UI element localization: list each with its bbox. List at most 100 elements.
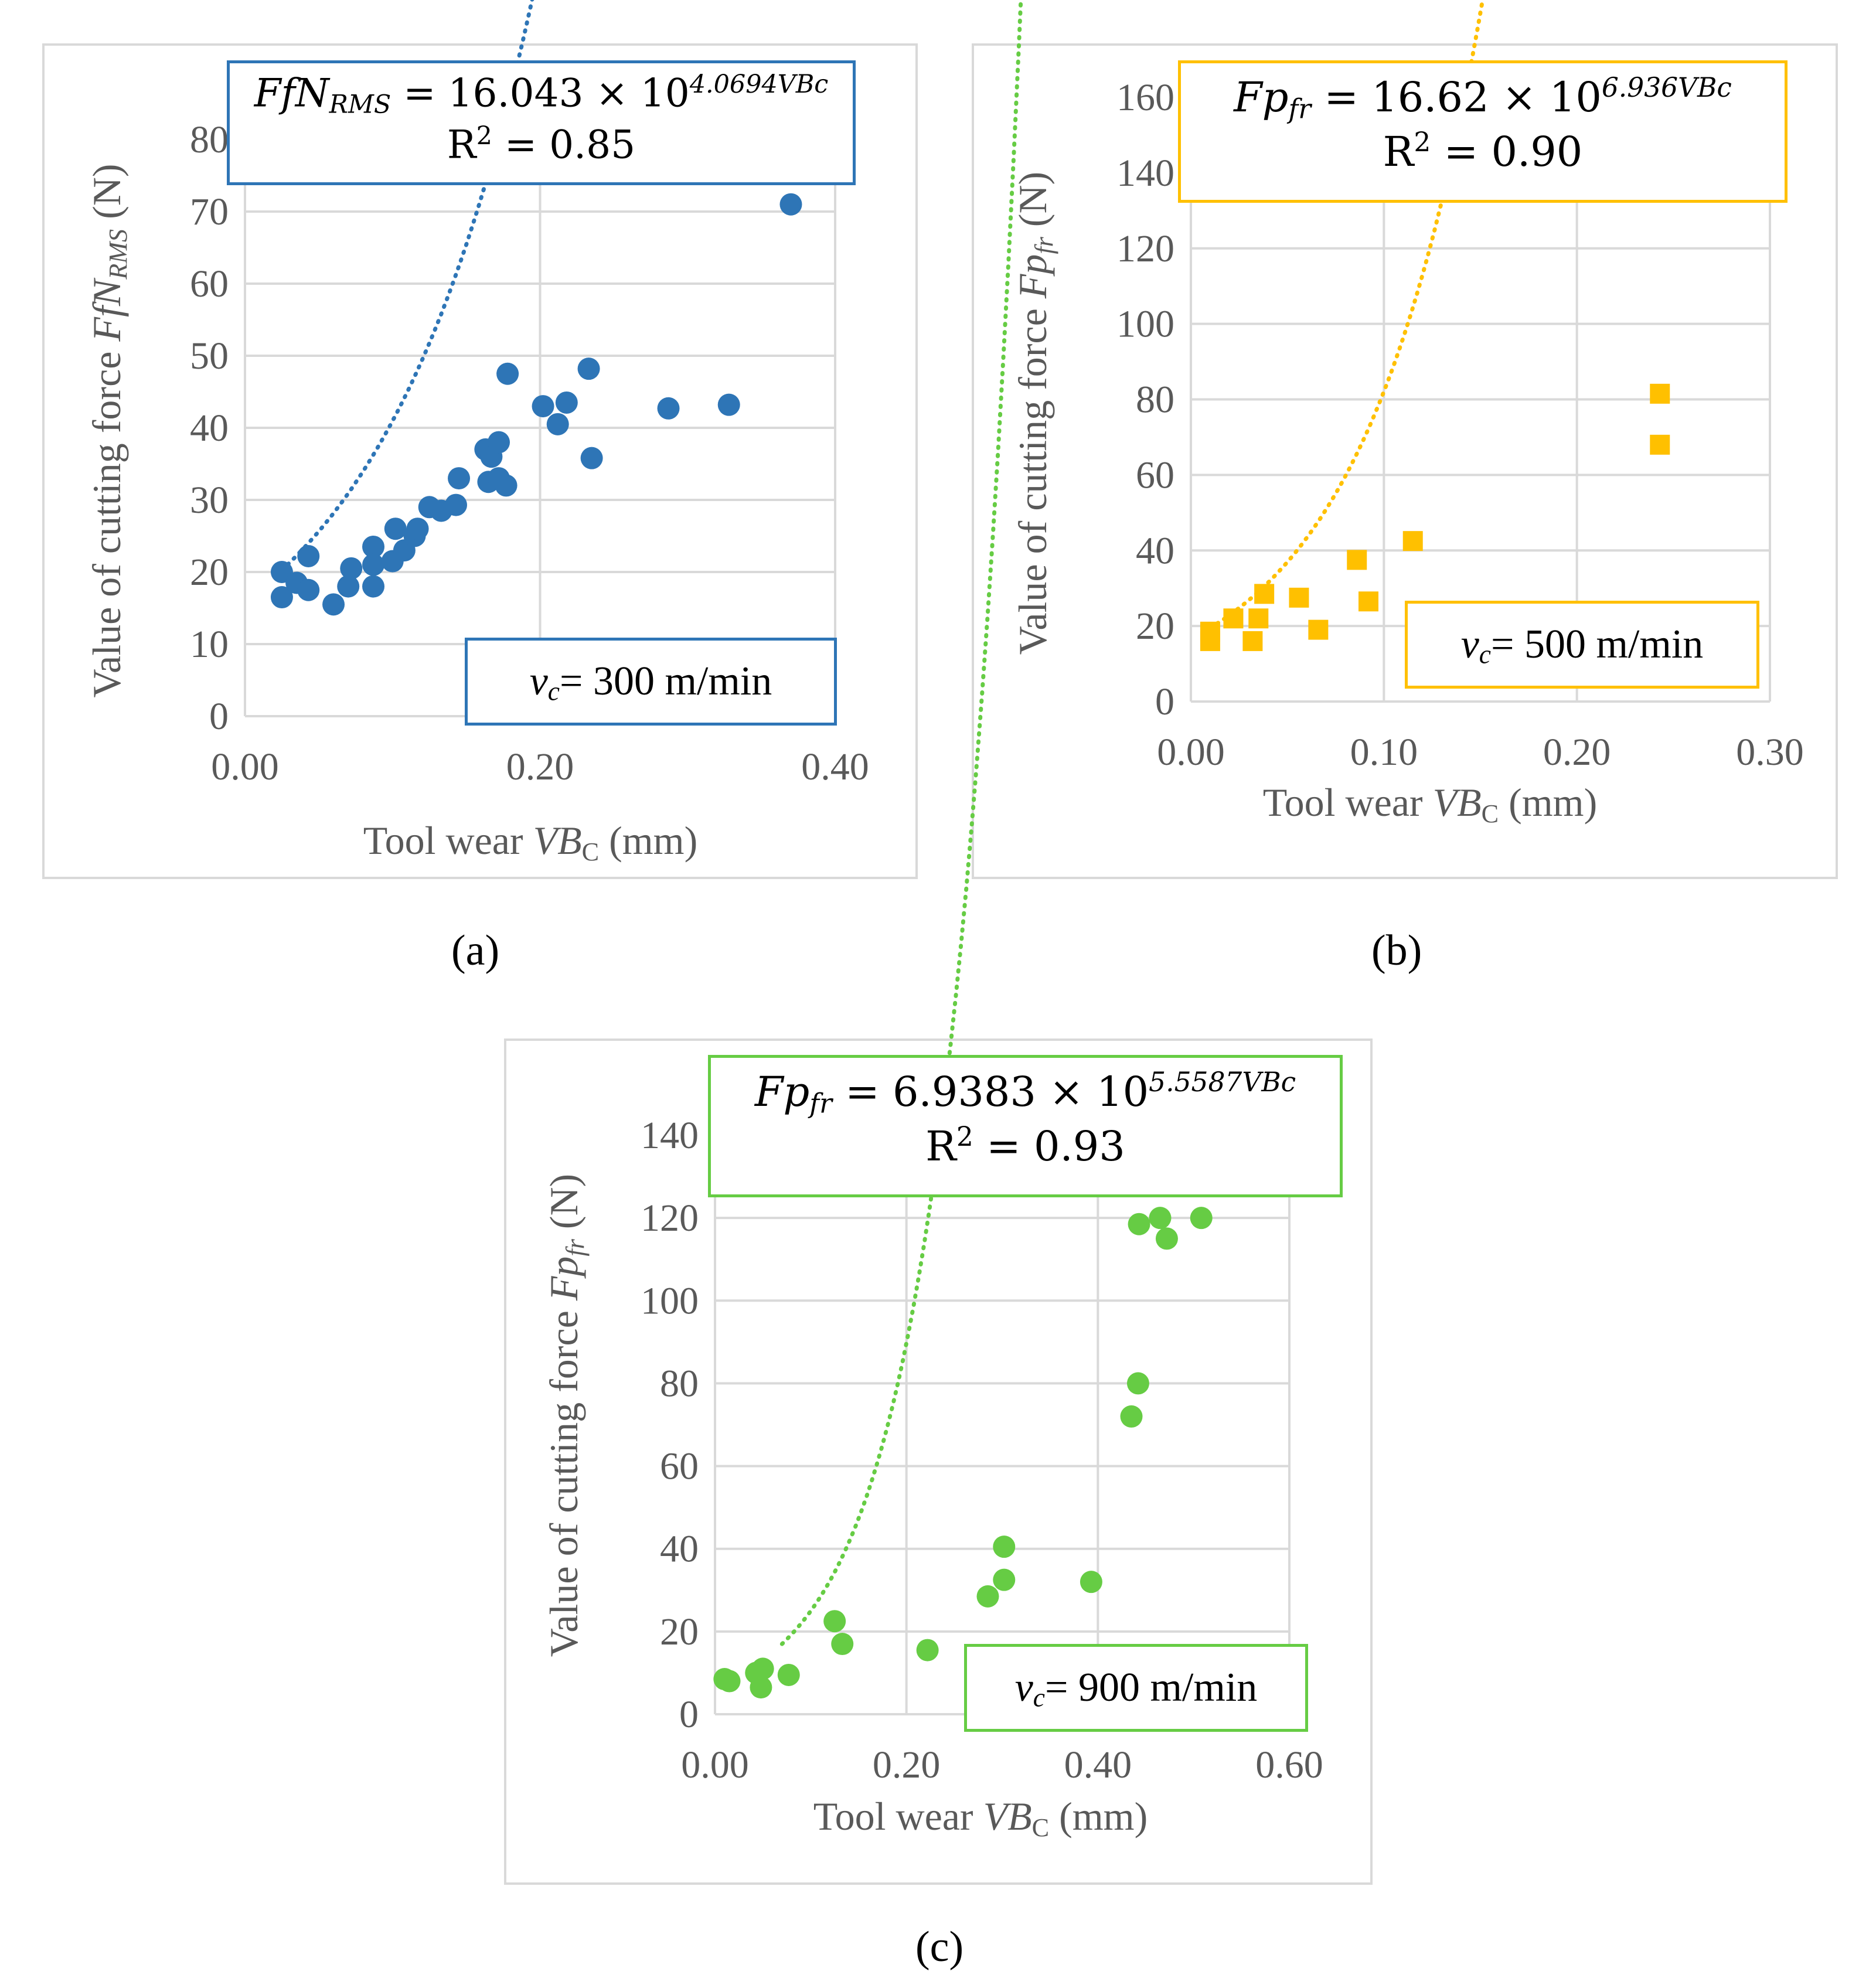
data-point <box>580 447 603 469</box>
data-point <box>406 517 429 540</box>
x-tick-label: 0.10 <box>1350 731 1418 774</box>
y-tick-label: 100 <box>1116 303 1174 346</box>
data-point <box>779 193 802 216</box>
data-point <box>495 474 517 497</box>
data-point <box>1223 608 1244 629</box>
chart-b-xlabel: Tool wear VBC (mm) <box>1262 780 1598 829</box>
y-tick-label: 140 <box>641 1114 699 1157</box>
y-tick-label: 0 <box>679 1693 699 1736</box>
data-point <box>496 362 519 385</box>
data-point <box>488 431 510 454</box>
x-tick-label: 0.60 <box>1255 1744 1323 1786</box>
data-point <box>1149 1207 1172 1230</box>
data-point <box>1650 434 1670 455</box>
chart-a-speed-label: v c = 300 m/min <box>465 638 837 726</box>
data-point <box>297 544 320 567</box>
y-tick-label: 20 <box>1136 605 1174 648</box>
data-point <box>1308 619 1329 640</box>
x-tick-label: 0.00 <box>681 1744 749 1786</box>
data-point <box>1128 1213 1150 1235</box>
data-point <box>1155 1227 1178 1250</box>
x-tick-label: 0.20 <box>506 745 574 788</box>
trendline <box>779 0 1023 1646</box>
x-tick-label: 0.20 <box>1543 731 1611 774</box>
y-tick-label: 80 <box>660 1362 699 1405</box>
chart-a-equation: FfNRMS = 16.043 × 104.0694VBc R2 = 0.85 <box>227 60 856 185</box>
data-point <box>1358 591 1378 612</box>
x-tick-label: 0.20 <box>873 1744 941 1786</box>
data-point <box>717 393 740 416</box>
data-point <box>831 1633 854 1656</box>
chart-c-caption: (c) <box>915 1923 964 1971</box>
x-tick-label: 0.40 <box>1064 1744 1132 1786</box>
y-tick-label: 40 <box>660 1528 699 1571</box>
data-point <box>718 1670 741 1693</box>
data-point <box>448 467 471 490</box>
y-tick-label: 0 <box>1155 680 1174 723</box>
data-point <box>1254 584 1275 604</box>
data-point <box>1289 587 1309 608</box>
y-tick-label: 30 <box>190 479 229 522</box>
y-tick-label: 140 <box>1116 152 1174 195</box>
x-tick-label: 0.00 <box>211 745 279 788</box>
data-point <box>1242 631 1263 651</box>
y-tick-label: 60 <box>1136 454 1174 496</box>
x-tick-label: 0.30 <box>1736 731 1804 774</box>
y-tick-label: 20 <box>190 551 229 594</box>
data-point <box>916 1639 939 1661</box>
data-point <box>976 1585 999 1608</box>
chart-c-xlabel: Tool wear VBC (mm) <box>813 1794 1148 1843</box>
y-tick-label: 160 <box>1116 76 1174 119</box>
y-tick-label: 40 <box>190 407 229 450</box>
y-tick-label: 40 <box>1136 529 1174 572</box>
data-point <box>384 517 407 540</box>
data-point <box>555 391 578 414</box>
chart-b-equation: Fpfr = 16.62 × 106.936VBc R2 = 0.90 <box>1178 60 1788 203</box>
chart-a-caption: (a) <box>451 927 500 975</box>
y-tick-label: 10 <box>190 623 229 666</box>
data-point <box>297 578 320 601</box>
chart-a-xlabel: Tool wear VBC (mm) <box>363 818 698 867</box>
data-point <box>777 1663 800 1686</box>
data-point <box>1347 550 1367 570</box>
y-tick-label: 60 <box>660 1445 699 1488</box>
data-point <box>362 553 385 576</box>
y-tick-label: 60 <box>190 263 229 305</box>
y-tick-label: 50 <box>190 335 229 377</box>
data-point <box>322 593 345 616</box>
x-tick-label: 0.00 <box>1157 731 1225 774</box>
x-tick-label: 0.40 <box>801 745 869 788</box>
y-tick-label: 20 <box>660 1611 699 1653</box>
data-point <box>1190 1207 1213 1230</box>
data-point <box>750 1676 772 1699</box>
data-point <box>1248 608 1269 629</box>
chart-b-caption: (b) <box>1371 927 1422 975</box>
data-point <box>993 1535 1016 1558</box>
data-point <box>1650 383 1670 404</box>
data-point <box>362 575 385 598</box>
data-point <box>823 1610 846 1633</box>
data-point <box>1080 1571 1102 1594</box>
data-point <box>657 397 680 420</box>
chart-c-equation: Fpfr = 6.9383 × 105.5587VBc R2 = 0.93 <box>708 1055 1343 1197</box>
data-point <box>751 1657 774 1680</box>
data-point <box>445 493 468 516</box>
y-tick-label: 0 <box>209 695 229 738</box>
data-point <box>577 357 600 380</box>
chart-c-ylabel: Value of cutting force Fpfr (N) <box>541 1173 590 1657</box>
data-point <box>993 1568 1016 1591</box>
y-tick-label: 120 <box>1116 227 1174 270</box>
chart-b-speed-label: v c = 500 m/min <box>1405 601 1759 689</box>
y-tick-label: 120 <box>641 1197 699 1240</box>
data-point <box>1402 531 1423 551</box>
data-point <box>546 413 569 435</box>
data-point <box>532 395 554 418</box>
y-tick-label: 70 <box>190 190 229 233</box>
data-point <box>340 557 363 580</box>
data-point <box>1120 1405 1143 1428</box>
y-tick-label: 100 <box>641 1279 699 1322</box>
data-point <box>337 575 360 598</box>
data-point <box>270 586 293 609</box>
